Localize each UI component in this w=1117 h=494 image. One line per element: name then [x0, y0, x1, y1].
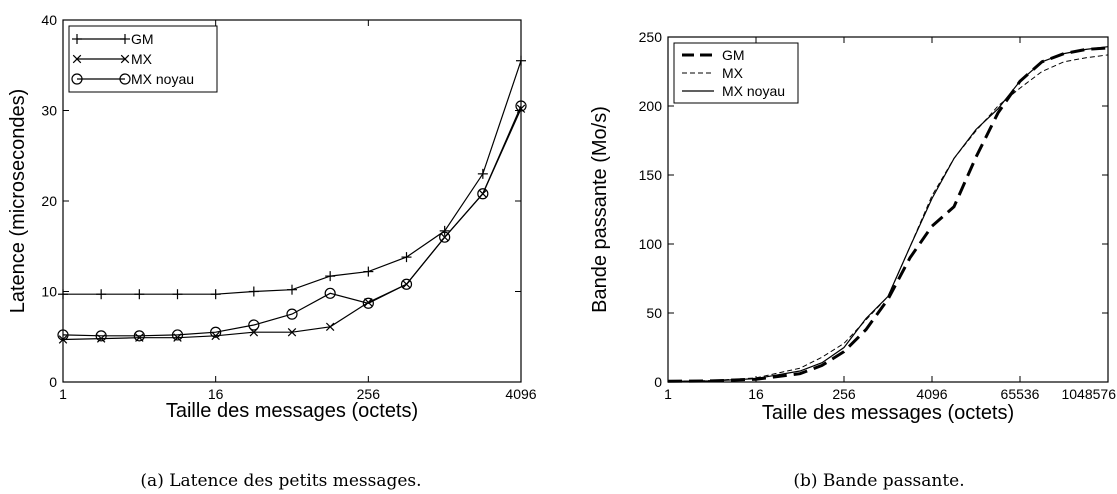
caption: (a) Latence des petits messages.	[140, 471, 421, 491]
legend: GM MX MX noyau	[673, 42, 799, 104]
y-tick-label: 40	[41, 12, 57, 28]
series-line	[667, 54, 1109, 382]
y-tick-label: 0	[49, 374, 57, 390]
data-point-plus	[96, 289, 107, 300]
x-axis-label: Taille des messages (octets)	[166, 400, 418, 422]
data-point-plus	[401, 252, 412, 263]
legend-label: MX noyau	[131, 71, 194, 87]
data-point-plus	[287, 284, 297, 295]
data-point-circle	[248, 319, 260, 331]
x-tick-label: 1048576	[1061, 386, 1116, 402]
data-point-plus	[363, 266, 374, 277]
data-point-cross	[287, 328, 297, 337]
x-tick-label: 16	[208, 386, 224, 402]
legend-label: GM	[131, 31, 154, 47]
legend-marker-plus	[72, 34, 82, 44]
y-axis-label: Bande passante (Mo/s)	[589, 106, 611, 313]
legend-marker-plus	[120, 34, 130, 44]
data-point-circle	[286, 308, 298, 320]
bandwidth-chart: 0 50 100 150 200 250 1 16 256 4096 65536 1048576 G…	[589, 29, 1116, 491]
series-line	[667, 46, 1109, 383]
data-point-circle	[400, 278, 413, 290]
legend-marker-cross	[72, 54, 82, 64]
data-point-circle	[362, 297, 374, 309]
y-tick-label: 50	[646, 305, 662, 321]
data-point-plus	[210, 289, 221, 300]
legend-label: MX noyau	[722, 83, 785, 99]
data-point-circle	[324, 287, 336, 299]
x-tick-label: 4096	[916, 386, 947, 402]
legend: GM MX MX noyau	[68, 25, 218, 93]
plot-frame	[667, 36, 1109, 383]
x-tick-label: 1	[59, 386, 67, 402]
x-tick-label: 4096	[505, 386, 536, 402]
x-tick-label: 256	[832, 386, 856, 402]
series-line	[63, 60, 522, 295]
data-point-circle	[95, 330, 107, 342]
legend-label: MX	[131, 51, 153, 67]
data-point-circle	[210, 326, 222, 338]
series-line	[62, 108, 522, 341]
data-point-cross	[211, 331, 220, 341]
caption: (b) Bande passante.	[793, 471, 964, 491]
legend-marker-cross	[120, 54, 130, 64]
data-point-plus	[516, 55, 526, 66]
y-tick-label: 200	[639, 98, 663, 114]
data-point-circle	[515, 100, 527, 112]
y-tick-label: 30	[41, 103, 57, 119]
y-tick-label: 20	[41, 193, 57, 209]
x-tick-label: 16	[748, 386, 764, 402]
data-point-cross	[364, 298, 373, 307]
data-point-plus	[134, 289, 145, 300]
latency-chart: 0 10 20 30 40 1 16 256 4096 GM MX MX noyau Taille…	[7, 12, 537, 491]
legend-label: GM	[722, 47, 745, 63]
data-point-circle	[439, 231, 451, 243]
data-point-circle	[133, 330, 145, 342]
data-point-plus	[248, 286, 259, 297]
x-tick-label: 256	[357, 386, 381, 402]
series-line	[62, 105, 522, 337]
legend-marker-circle	[71, 73, 83, 85]
y-tick-label: 0	[654, 374, 662, 390]
data-point-plus	[172, 289, 183, 300]
data-point-circle	[171, 329, 184, 341]
legend-label: MX	[722, 65, 744, 81]
data-point-plus	[439, 225, 450, 236]
y-tick-label: 10	[41, 284, 57, 300]
series-line	[667, 46, 1109, 382]
x-axis-label: Taille des messages (octets)	[762, 402, 1014, 424]
y-axis-label: Latence (microsecondes)	[7, 89, 29, 314]
x-tick-label: 1	[664, 386, 672, 402]
data-point-plus	[58, 289, 68, 300]
data-point-plus	[325, 271, 336, 282]
data-point-cross	[325, 322, 335, 332]
legend-marker-circle	[119, 73, 131, 85]
data-point-circle	[57, 329, 69, 341]
y-tick-label: 150	[639, 167, 663, 183]
data-point-plus	[477, 168, 488, 179]
data-point-circle	[477, 188, 489, 200]
y-tick-label: 100	[639, 236, 663, 252]
x-tick-label: 65536	[1001, 386, 1040, 402]
y-tick-label: 250	[639, 29, 663, 45]
